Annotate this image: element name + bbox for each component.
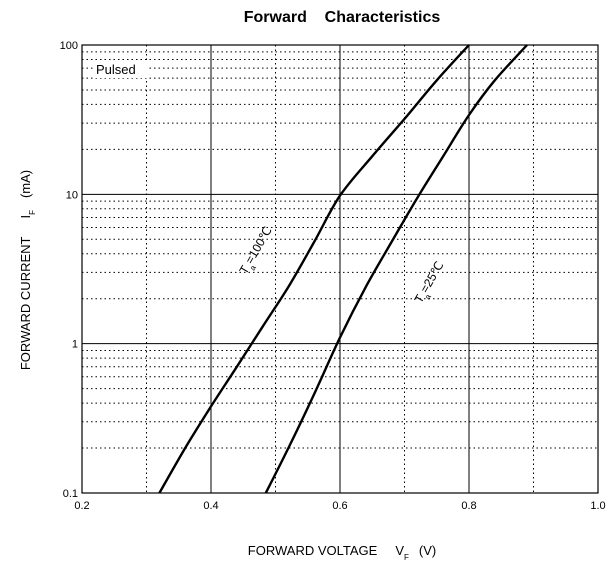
series-label-100c-rest: =100℃ [242, 224, 274, 266]
y-axis-label-main: FORWARD CURRENT [18, 236, 33, 370]
chart-title: Forward Characteristics [244, 9, 441, 26]
pulsed-label: Pulsed [96, 62, 136, 77]
x-tick-label: 0.4 [203, 500, 218, 512]
curve-ta-25c [264, 44, 528, 494]
curves [158, 44, 528, 494]
svg-text:FORWARD CURRENTIF(mA): FORWARD CURRENT IF (mA) [18, 170, 37, 370]
x-axis-label-main: FORWARD VOLTAGE [248, 543, 378, 558]
y-axis-label-sub: F [28, 210, 37, 215]
series-label-25c: Ta=25℃ [411, 259, 449, 308]
series-label-100c-sub: a [248, 263, 258, 272]
plot-frame [81, 44, 599, 494]
series-label-25c-rest: =25℃ [417, 259, 446, 295]
y-tick-label: 0.1 [63, 488, 78, 500]
x-axis-label-unit: (V) [419, 543, 436, 558]
y-axis-label-symbol: I [18, 215, 33, 219]
x-tick-labels: 0.2 0.4 0.6 0.8 1.0 [74, 500, 605, 512]
x-axis-label: FORWARD VOLTAGE VF (V) [248, 543, 436, 562]
series-label-100c: Ta=100℃ [236, 224, 278, 278]
y-tick-label: 100 [60, 40, 78, 52]
x-axis-label-symbol: V [395, 543, 404, 558]
x-tick-label: 0.8 [461, 500, 476, 512]
y-tick-label: 10 [66, 189, 78, 201]
pulsed-label-bg [93, 60, 149, 78]
series-label-25c-sub: a [423, 292, 433, 301]
x-tick-label: 0.6 [332, 500, 347, 512]
y-tick-label: 1 [72, 339, 78, 351]
y-tick-labels: 0.1 1 10 100 [60, 40, 78, 500]
x-tick-label: 0.2 [74, 500, 89, 512]
curve-ta-100c [158, 44, 470, 494]
y-axis-label-unit: (mA) [18, 170, 33, 198]
svg-text:Ta=100℃: Ta=100℃ [236, 224, 278, 278]
x-axis-label-sub: F [404, 553, 409, 562]
major-grid [81, 44, 599, 494]
y-axis-label: FORWARD CURRENT IF (mA) [18, 170, 37, 370]
svg-text:Ta=25℃: Ta=25℃ [411, 259, 449, 308]
x-tick-label: 1.0 [590, 500, 605, 512]
